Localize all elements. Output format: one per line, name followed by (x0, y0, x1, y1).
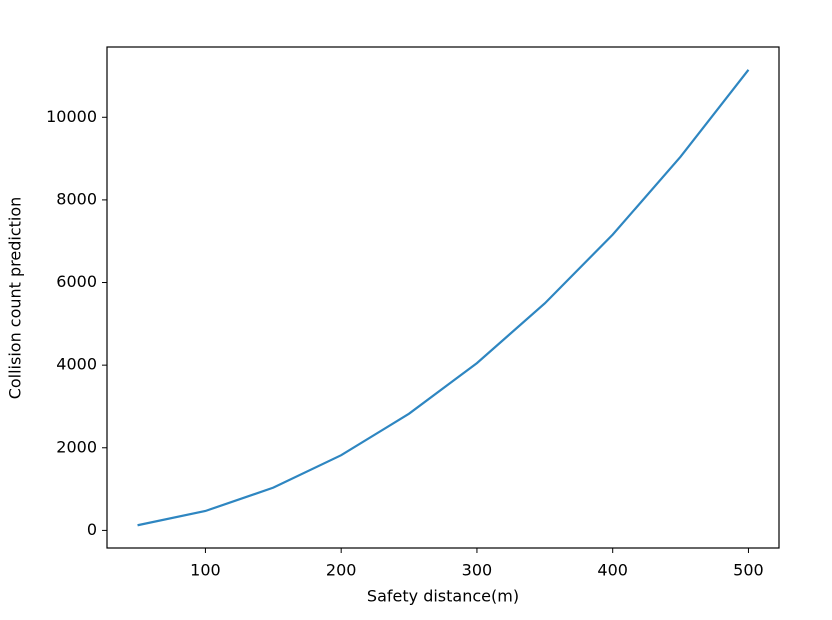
x-tick-label: 300 (462, 561, 493, 580)
y-tick-label: 8000 (56, 189, 97, 208)
y-tick-label: 0 (87, 520, 97, 539)
x-tick-label: 400 (597, 561, 628, 580)
y-axis-label: Collision count prediction (6, 197, 25, 400)
x-tick-label: 200 (326, 561, 357, 580)
x-axis-label: Safety distance(m) (367, 587, 519, 606)
y-tick-label: 4000 (56, 355, 97, 374)
plot-frame (106, 46, 780, 549)
y-tick-label: 10000 (46, 107, 97, 126)
y-tick-label: 6000 (56, 272, 97, 291)
line-series (137, 69, 750, 527)
x-tick-label: 100 (190, 561, 221, 580)
x-tick-label: 500 (733, 561, 764, 580)
y-tick-label: 2000 (56, 437, 97, 456)
